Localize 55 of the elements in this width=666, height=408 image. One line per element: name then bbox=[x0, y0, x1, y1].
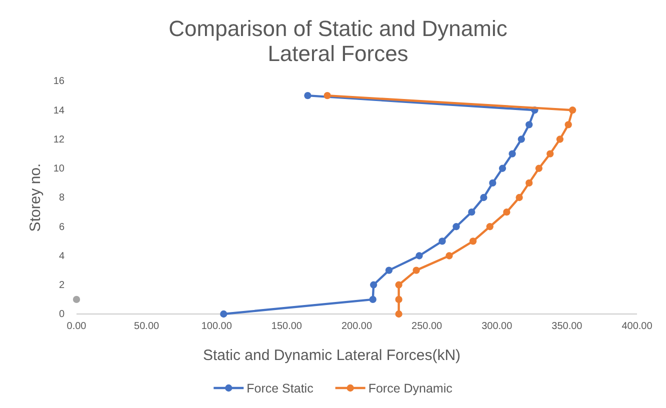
point bbox=[546, 150, 554, 158]
point bbox=[446, 252, 453, 260]
point bbox=[385, 266, 393, 274]
point bbox=[395, 296, 402, 303]
y-tick-label: 6 bbox=[58, 222, 65, 233]
point bbox=[452, 223, 460, 230]
point bbox=[489, 179, 496, 186]
point bbox=[480, 194, 488, 202]
point bbox=[395, 281, 402, 288]
point bbox=[556, 136, 564, 143]
point bbox=[469, 238, 477, 245]
y-tick-label: 0 bbox=[58, 309, 65, 320]
x-tick-label: 50.00 bbox=[134, 321, 160, 332]
point bbox=[220, 310, 228, 318]
point bbox=[412, 266, 420, 274]
x-tick-label: 400.00 bbox=[622, 321, 653, 332]
point bbox=[324, 92, 331, 100]
y-tick-label: 10 bbox=[53, 164, 65, 175]
point bbox=[438, 238, 446, 245]
legend-label: Force Dynamic bbox=[368, 382, 452, 396]
point bbox=[526, 179, 533, 186]
point bbox=[72, 296, 80, 303]
y-tick-label: 2 bbox=[58, 280, 65, 292]
x-tick-label: 250.00 bbox=[412, 321, 443, 332]
point bbox=[516, 194, 523, 202]
point bbox=[518, 136, 525, 143]
point bbox=[369, 296, 376, 303]
point bbox=[395, 310, 402, 318]
x-axis-title: Static and Dynamic Lateral Forces(kN) bbox=[202, 347, 461, 364]
point bbox=[370, 281, 378, 288]
point bbox=[564, 121, 572, 128]
y-tick-label: 14 bbox=[53, 105, 65, 116]
point bbox=[535, 164, 542, 172]
point bbox=[568, 106, 576, 114]
point bbox=[498, 164, 506, 172]
point bbox=[304, 92, 312, 100]
legend-label: Force Static bbox=[246, 382, 314, 396]
x-tick-label: 350.00 bbox=[552, 321, 583, 332]
point bbox=[468, 208, 476, 216]
y-tick-label: 8 bbox=[58, 192, 65, 204]
x-tick-label: 150.00 bbox=[271, 321, 302, 332]
point bbox=[526, 121, 533, 128]
point bbox=[416, 252, 423, 260]
point bbox=[503, 208, 510, 216]
x-tick-label: 300.00 bbox=[482, 321, 513, 332]
point bbox=[486, 223, 494, 230]
x-tick-label: 0.00 bbox=[66, 321, 87, 332]
x-tick-label: 200.00 bbox=[341, 321, 372, 332]
chart-title: Comparison of Static and Dynamic Lateral Forces bbox=[168, 16, 508, 66]
x-tick-label: 100.00 bbox=[201, 321, 232, 332]
y-tick-label: 12 bbox=[53, 134, 65, 146]
y-axis-title: Storey no. bbox=[27, 163, 44, 232]
y-tick-label: 4 bbox=[58, 250, 65, 262]
y-tick-label: 16 bbox=[53, 76, 65, 88]
point bbox=[508, 150, 516, 158]
